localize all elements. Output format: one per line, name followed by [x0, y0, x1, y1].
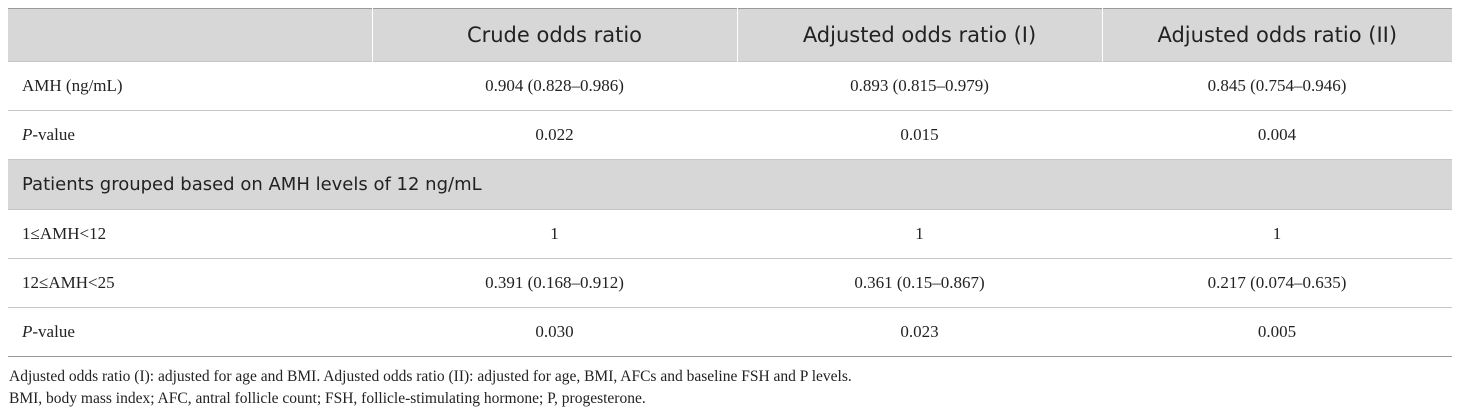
header-cell-empty [8, 8, 372, 62]
table-footnotes: Adjusted odds ratio (I): adjusted for ag… [8, 366, 1452, 410]
cell-adjusted-2: 0.004 [1102, 110, 1452, 160]
cell-adjusted-1: 1 [737, 209, 1102, 259]
row-label: 12≤AMH<25 [8, 258, 372, 308]
cell-adjusted-1: 0.023 [737, 307, 1102, 357]
cell-adjusted-1: 0.893 (0.815–0.979) [737, 61, 1102, 111]
label-rest: -value [32, 322, 75, 341]
row-label: P-value [8, 110, 372, 160]
cell-adjusted-2: 0.005 [1102, 307, 1452, 357]
row-label: P-value [8, 307, 372, 357]
table-row-amh-12-25: 12≤AMH<25 0.391 (0.168–0.912) 0.361 (0.1… [8, 258, 1452, 308]
table-group-row: Patients grouped based on AMH levels of … [8, 159, 1452, 210]
cell-adjusted-2: 1 [1102, 209, 1452, 259]
cell-adjusted-2: 0.217 (0.074–0.635) [1102, 258, 1452, 308]
table-header-row: Crude odds ratio Adjusted odds ratio (I)… [8, 8, 1452, 62]
footnote-abbreviations: BMI, body mass index; AFC, antral follic… [9, 390, 646, 407]
cell-crude: 0.904 (0.828–0.986) [372, 61, 737, 111]
header-cell-adjusted-1: Adjusted odds ratio (I) [736, 8, 1102, 62]
cell-crude: 0.022 [372, 110, 737, 160]
table-row-amh-1-12: 1≤AMH<12 1 1 1 [8, 209, 1452, 259]
table-row-pvalue-2: P-value 0.030 0.023 0.005 [8, 307, 1452, 357]
table-row-pvalue-1: P-value 0.022 0.015 0.004 [8, 110, 1452, 160]
cell-crude: 0.391 (0.168–0.912) [372, 258, 737, 308]
label-italic-p: P [22, 125, 33, 144]
row-label: 1≤AMH<12 [8, 209, 372, 259]
header-cell-crude: Crude odds ratio [371, 8, 737, 62]
table-row-amh: AMH (ng/mL) 0.904 (0.828–0.986) 0.893 (0… [8, 61, 1452, 111]
table-container: Crude odds ratio Adjusted odds ratio (I)… [8, 8, 1452, 410]
odds-ratio-table: Crude odds ratio Adjusted odds ratio (I)… [8, 8, 1452, 357]
cell-adjusted-1: 0.361 (0.15–0.867) [737, 258, 1102, 308]
cell-crude: 0.030 [372, 307, 737, 357]
footnote-adjustments: Adjusted odds ratio (I): adjusted for ag… [9, 368, 852, 385]
row-label: AMH (ng/mL) [8, 61, 372, 111]
header-cell-adjusted-2: Adjusted odds ratio (II) [1101, 8, 1452, 62]
cell-adjusted-2: 0.845 (0.754–0.946) [1102, 61, 1452, 111]
group-label: Patients grouped based on AMH levels of … [8, 159, 1452, 210]
cell-adjusted-1: 0.015 [737, 110, 1102, 160]
cell-crude: 1 [372, 209, 737, 259]
label-italic-p: P [22, 322, 33, 341]
label-rest: -value [32, 125, 75, 144]
